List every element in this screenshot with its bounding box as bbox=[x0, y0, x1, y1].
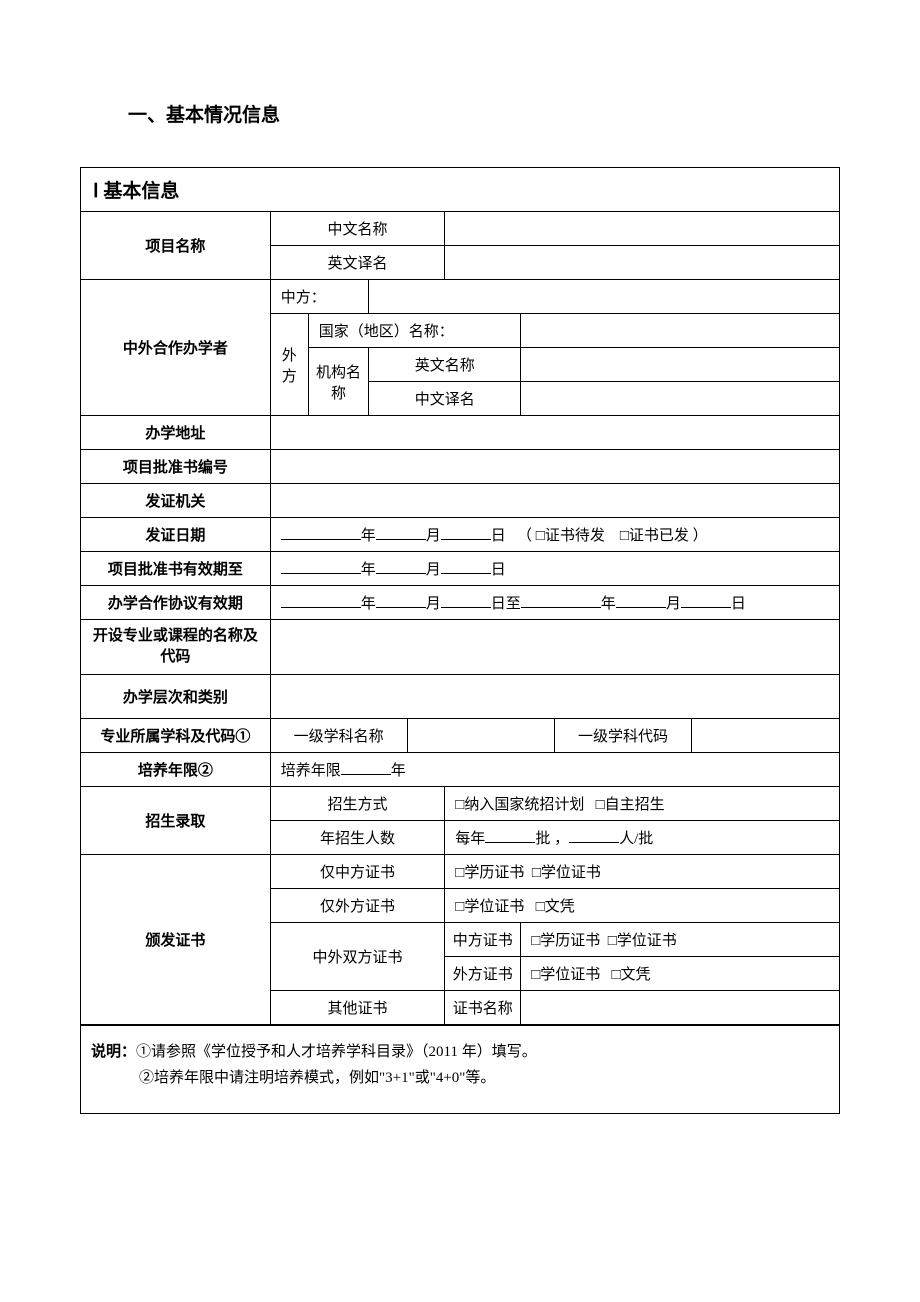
section-title: 一、基本情况信息 bbox=[128, 100, 840, 127]
label-country-region: 国家（地区）名称： bbox=[308, 314, 521, 348]
value-coop-valid[interactable]: 年月日至年月日 bbox=[270, 586, 839, 620]
label-coop-valid: 办学合作协议有效期 bbox=[81, 586, 271, 620]
value-chinese-name[interactable] bbox=[445, 212, 840, 246]
label-english-name: 英文译名 bbox=[270, 246, 445, 280]
value-org-english-name[interactable] bbox=[521, 348, 840, 382]
value-address[interactable] bbox=[270, 416, 839, 450]
label-chinese-name: 中文名称 bbox=[270, 212, 445, 246]
value-issuer[interactable] bbox=[270, 484, 839, 518]
label-l1-code: 一级学科代码 bbox=[555, 719, 691, 752]
label-foreign-side: 外方 bbox=[270, 314, 308, 416]
value-country-region[interactable] bbox=[521, 314, 840, 348]
value-course-name[interactable] bbox=[270, 620, 839, 675]
value-issue-date[interactable]: 年月日 （ □证书待发 □证书已发 ） bbox=[270, 518, 839, 552]
label-valid-until: 项目批准书有效期至 bbox=[81, 552, 271, 586]
value-admit-method[interactable]: □纳入国家统招计划 □自主招生 bbox=[445, 787, 840, 821]
label-cooperators: 中外合作办学者 bbox=[81, 280, 271, 416]
value-l1-name[interactable] bbox=[407, 719, 555, 752]
label-chinese-trans: 中文译名 bbox=[369, 382, 521, 416]
label-issue-date: 发证日期 bbox=[81, 518, 271, 552]
value-train-years[interactable]: 培养年限年 bbox=[270, 753, 839, 787]
label-address: 办学地址 bbox=[81, 416, 271, 450]
label-org-name: 机构名称 bbox=[308, 348, 369, 416]
label-both-cert: 中外双方证书 bbox=[270, 923, 445, 991]
value-english-name[interactable] bbox=[445, 246, 840, 280]
label-chinese-side: 中方： bbox=[270, 280, 369, 314]
value-cert-name[interactable] bbox=[521, 991, 840, 1025]
label-admit-count: 年招生人数 bbox=[270, 821, 445, 855]
label-english-name2: 英文名称 bbox=[369, 348, 521, 382]
value-approval-no[interactable] bbox=[270, 450, 839, 484]
value-l1-code[interactable] bbox=[691, 719, 839, 752]
value-chinese-side[interactable] bbox=[369, 280, 840, 314]
label-project-name: 项目名称 bbox=[81, 212, 271, 280]
value-admit-count[interactable]: 每年批 ，人/批 bbox=[445, 821, 840, 855]
basic-info-table: 项目名称 中文名称 英文译名 中外合作办学者 中方： 外方 国家（地区）名称： … bbox=[80, 211, 840, 1025]
note-line2: ②培养年限中请注明培养模式，例如"3+1"或"4+0"等。 bbox=[139, 1070, 495, 1086]
label-course-name: 开设专业或课程的名称及代码 bbox=[81, 620, 271, 675]
label-l1-name: 一级学科名称 bbox=[271, 719, 407, 752]
label-approval-no: 项目批准书编号 bbox=[81, 450, 271, 484]
value-foreign-cert[interactable]: □学位证书 □文凭 bbox=[521, 957, 840, 991]
value-cn-only[interactable]: □学历证书 □学位证书 bbox=[445, 855, 840, 889]
label-issuer: 发证机关 bbox=[81, 484, 271, 518]
label-foreign-only: 仅外方证书 bbox=[270, 889, 445, 923]
note-label: 说明： bbox=[91, 1044, 136, 1060]
label-subject-code: 专业所属学科及代码① bbox=[81, 719, 271, 753]
label-train-years: 培养年限② bbox=[81, 753, 271, 787]
label-level-type: 办学层次和类别 bbox=[81, 675, 271, 719]
label-cert-name: 证书名称 bbox=[445, 991, 521, 1025]
value-foreign-only[interactable]: □学位证书 □文凭 bbox=[445, 889, 840, 923]
value-level-type[interactable] bbox=[270, 675, 839, 719]
value-org-chinese-trans[interactable] bbox=[521, 382, 840, 416]
label-foreign-cert: 外方证书 bbox=[445, 957, 521, 991]
label-other-cert: 其他证书 bbox=[270, 991, 445, 1025]
value-valid-until[interactable]: 年月日 bbox=[270, 552, 839, 586]
label-cn-cert: 中方证书 bbox=[445, 923, 521, 957]
label-cert-issue: 颁发证书 bbox=[81, 855, 271, 1025]
label-cn-only: 仅中方证书 bbox=[270, 855, 445, 889]
value-cn-cert[interactable]: □学历证书 □学位证书 bbox=[521, 923, 840, 957]
label-admit-method: 招生方式 bbox=[270, 787, 445, 821]
note-line1: ①请参照《学位授予和人才培养学科目录》（2011 年）填写。 bbox=[136, 1044, 537, 1060]
label-admission: 招生录取 bbox=[81, 787, 271, 855]
table-header: Ⅰ 基本信息 bbox=[80, 167, 840, 211]
note-section: 说明：①请参照《学位授予和人才培养学科目录》（2011 年）填写。 ②培养年限中… bbox=[80, 1025, 840, 1114]
